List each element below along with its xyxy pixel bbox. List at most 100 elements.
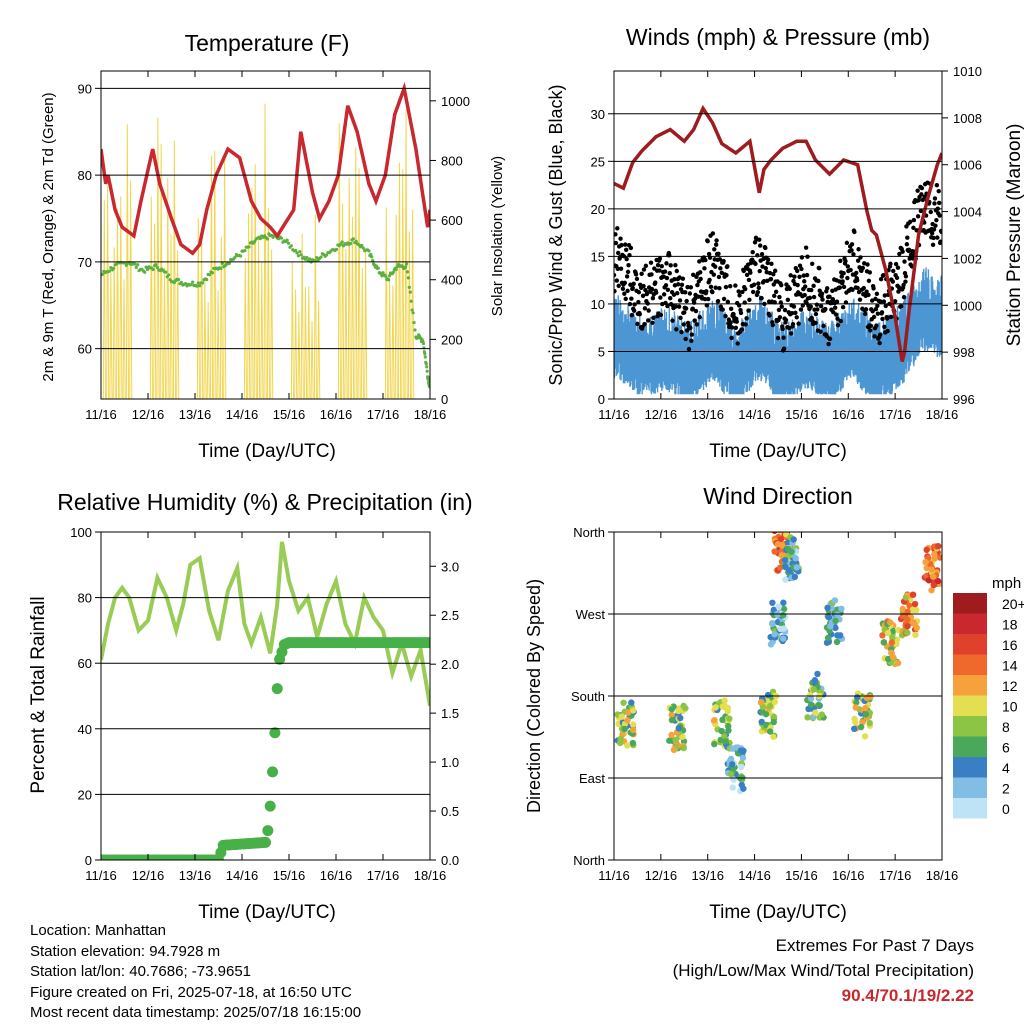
wind-gust-point <box>678 315 683 321</box>
direction-x-tick-label: 18/16 <box>926 868 959 883</box>
dewpoint-point <box>285 238 289 242</box>
direction-point <box>894 659 902 667</box>
wind-gust-point <box>675 291 680 296</box>
wind-gust-point <box>739 327 745 332</box>
wind-gust-point <box>703 257 708 263</box>
wind-gust-point <box>721 296 727 302</box>
wind-gust-point <box>683 290 688 295</box>
wind-gust-point <box>834 299 840 304</box>
wind-gust-point <box>733 325 739 330</box>
direction-point <box>904 622 911 630</box>
wind-gust-point <box>854 278 860 283</box>
direction-point <box>793 564 801 571</box>
wind-gust-point <box>698 276 703 282</box>
wind-gust-point <box>871 314 877 320</box>
wind-gust-point <box>619 242 624 248</box>
humidity-y2-tick-label: 1.5 <box>441 706 459 721</box>
wind-gust-point <box>821 323 826 329</box>
colorbar-label: 16 <box>1002 637 1018 653</box>
wind-gust-point <box>676 304 682 309</box>
wind-gust-point <box>852 229 857 235</box>
wind-gust-point <box>744 272 750 278</box>
wind-gust-point <box>711 272 717 277</box>
dewpoint-point <box>424 362 428 366</box>
wind-gust-point <box>746 308 751 313</box>
wind-gust-point <box>856 247 861 252</box>
direction-point <box>788 548 795 555</box>
wind-gust-point <box>657 256 663 261</box>
dewpoint-point <box>243 249 247 253</box>
wind-gust-point <box>615 266 620 271</box>
wind-gust-point <box>835 316 840 321</box>
wind-gust-point <box>880 316 885 322</box>
wind-gust-point <box>843 258 848 264</box>
wind-gust-point <box>635 321 640 327</box>
wind-gust-point <box>935 235 940 240</box>
winds-plot-frame <box>613 70 943 400</box>
direction-point <box>928 566 935 573</box>
humidity-y2-tick-label: 2.5 <box>441 608 459 623</box>
wind-gust-point <box>708 284 714 290</box>
wind-gust-point <box>616 283 621 289</box>
dewpoint-point <box>293 248 298 253</box>
wind-gust-point <box>837 285 843 290</box>
direction-point <box>922 558 929 566</box>
wind-gust-point <box>823 306 828 312</box>
wind-gust-point <box>801 273 806 278</box>
direction-panel: Wind Direction Direction (Colored By Spe… <box>524 483 1024 923</box>
wind-gust-point <box>771 271 776 277</box>
direction-point <box>887 619 894 626</box>
wind-gust-point <box>658 312 664 318</box>
direction-x-tick-label: 12/16 <box>645 868 678 883</box>
winds-y-tick-label: 30 <box>591 107 605 122</box>
direction-point <box>861 733 869 740</box>
wind-gust-point <box>931 227 937 232</box>
wind-gust-point <box>623 242 628 247</box>
wind-gust-point <box>802 279 807 284</box>
wind-gust-point <box>642 321 647 327</box>
wind-gust-point <box>868 323 873 329</box>
wind-gust-point <box>815 307 820 312</box>
winds-y2-tick-label: 1000 <box>953 298 982 313</box>
direction-point <box>766 728 774 735</box>
wind-gust-point <box>720 307 725 312</box>
dewpoint-point <box>167 273 171 277</box>
wind-gust-point <box>897 251 902 257</box>
dewpoint-point <box>109 265 113 270</box>
wind-gust-point <box>694 322 700 327</box>
wind-gust-point <box>776 307 782 313</box>
solar-insolation-series <box>102 103 415 399</box>
wind-gust-point <box>716 274 722 280</box>
wind-gust-point <box>849 242 855 247</box>
winds-x-tick-label: 16/16 <box>832 407 865 422</box>
dewpoint-point <box>210 271 214 275</box>
wind-gust-point <box>883 303 888 309</box>
wind-gust-point <box>663 283 669 288</box>
humidity-x-tick-label: 13/16 <box>179 868 212 883</box>
wind-gust-point <box>785 297 791 302</box>
temperature-ylabel: 2m & 9m T (Red, Orange) & 2m Td (Green) <box>40 92 57 381</box>
direction-point <box>823 639 831 646</box>
dewpoint-point <box>407 285 411 289</box>
wind-gust-point <box>725 264 730 269</box>
temperature-y-tick-label: 70 <box>78 255 92 270</box>
direction-point <box>764 691 772 699</box>
wind-gust-point <box>661 292 667 297</box>
wind-gust-point <box>813 320 818 326</box>
wind-gust-point <box>673 263 678 268</box>
temperature-x-tick-label: 17/16 <box>367 407 400 422</box>
wind-gust-point <box>767 313 772 318</box>
wind-gust-point <box>653 290 659 295</box>
wind-gust-point <box>636 290 642 295</box>
wind-gust-point <box>672 277 677 282</box>
wind-gust-point <box>692 296 698 301</box>
wind-gust-point <box>710 289 715 295</box>
wind-gust-point <box>688 325 693 331</box>
direction-point <box>782 563 789 571</box>
direction-point <box>862 711 870 718</box>
wind-gust-point <box>825 286 830 291</box>
dewpoint-point <box>360 243 364 248</box>
wind-gust-point <box>760 264 765 269</box>
wind-gust-point <box>740 289 745 295</box>
direction-point <box>884 655 892 663</box>
